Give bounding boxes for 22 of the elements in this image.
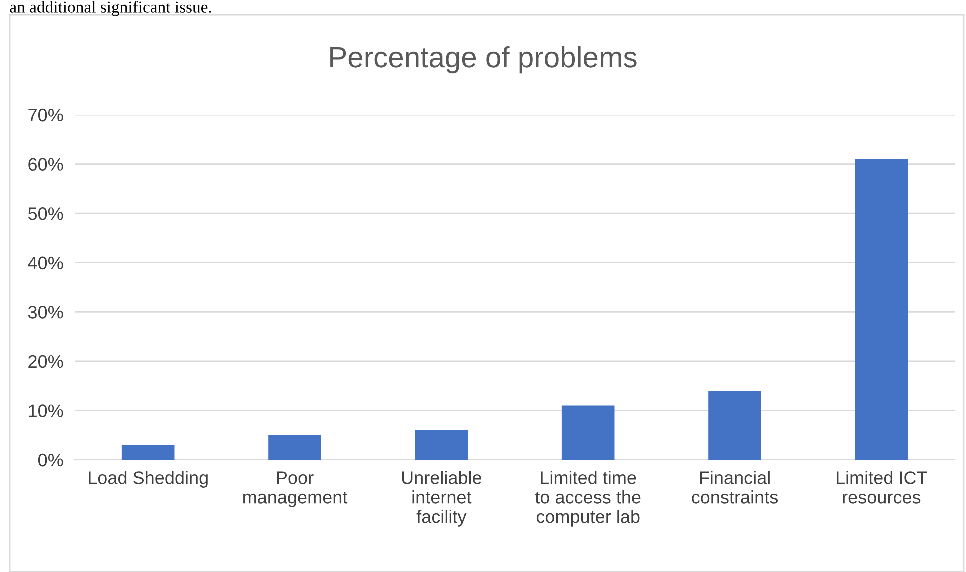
bar: [562, 406, 615, 460]
x-tick-label: Load Shedding: [89, 471, 208, 488]
y-tick-label: 20%: [28, 355, 64, 368]
y-tick-label: 10%: [29, 404, 64, 418]
y-tick-label: 70%: [28, 108, 64, 122]
y-tick-label: 40%: [28, 256, 64, 270]
text: an additional significant issue.: [10, 1, 212, 16]
x-tick-label: Unreliable internet facility: [402, 471, 482, 527]
chart-title: Percentage of problems: [330, 46, 637, 74]
bar: [415, 430, 468, 460]
y-tick-label: 30%: [28, 306, 64, 319]
bar: [268, 435, 322, 460]
y-tick-label: 50%: [28, 208, 64, 220]
y-tick-label: 0%: [38, 454, 64, 467]
x-tick-label: Limited time to access the computer lab: [535, 471, 641, 527]
bar: [855, 159, 908, 460]
x-tick-label: Limited ICT resources: [836, 471, 928, 504]
x-tick-label: Poor management: [244, 472, 348, 508]
y-tick-label: 60%: [28, 158, 64, 172]
bar: [122, 445, 175, 460]
x-tick-label: Financial constraints: [692, 471, 778, 504]
bar: [708, 391, 762, 460]
